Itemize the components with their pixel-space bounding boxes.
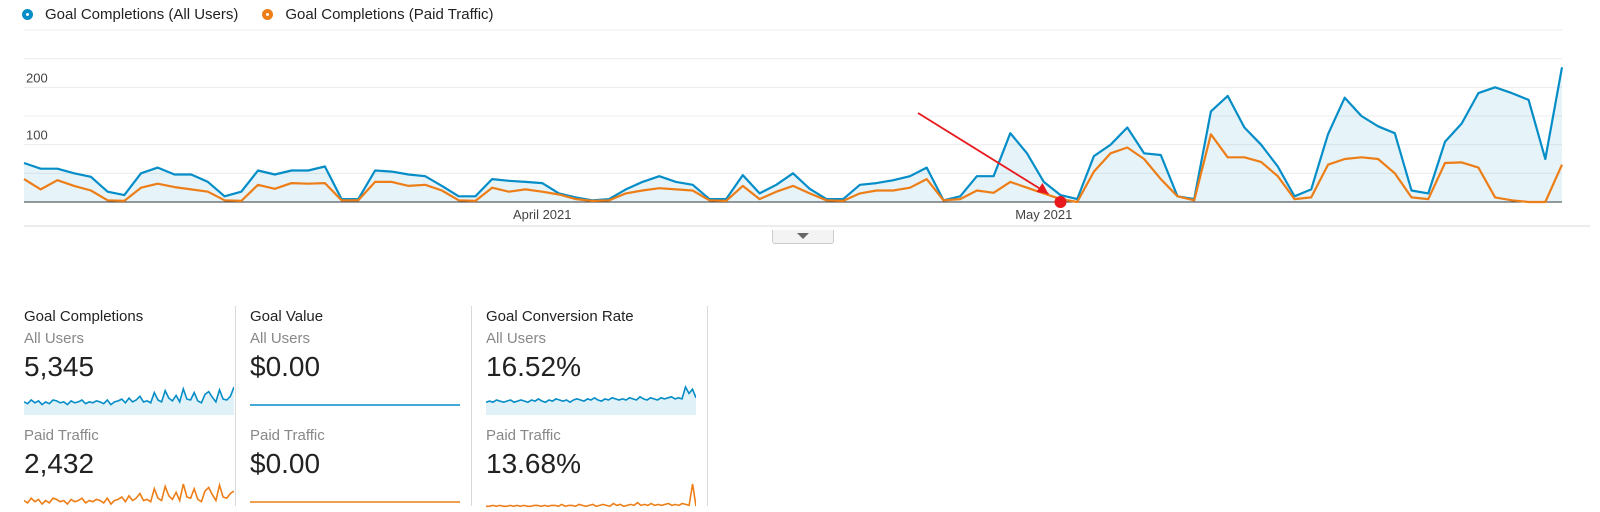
segment-value: 16.52% (486, 351, 581, 382)
sparkline (486, 385, 696, 415)
sparkline (24, 386, 234, 415)
sparkline-area (24, 387, 234, 415)
legend-dot-icon (262, 9, 274, 20)
sparkline (250, 501, 460, 503)
metric-summary: Goal Completions All Users 5,345 Paid Tr… (0, 306, 708, 508)
segment-value: 2,432 (24, 448, 95, 479)
sparkline (250, 404, 460, 406)
sparkline-line (24, 482, 234, 506)
annotation-arrow-line (917, 112, 1049, 195)
x-tick-label: April 2021 (513, 207, 572, 222)
sparkline-line (486, 385, 696, 404)
sparkline-line (486, 483, 696, 508)
legend-dot-icon (22, 9, 33, 20)
legend-label: Goal Completions (Paid Traffic) (285, 6, 494, 23)
segment-label: All Users (250, 330, 311, 347)
metric-goal-completions[interactable]: Goal Completions All Users 5,345 Paid Tr… (0, 306, 236, 506)
chart-collapse-toggle[interactable] (772, 230, 834, 244)
annotation-marker (1054, 196, 1067, 208)
annotation-arrow-head (1036, 183, 1049, 194)
metric-goal-value[interactable]: Goal Value All Users $0.00 Paid Traffic … (236, 306, 472, 506)
segment-value: $0.00 (250, 448, 321, 479)
segment-value: 13.68% (486, 448, 581, 479)
segment-label: Paid Traffic (250, 427, 325, 444)
y-tick-label: 200 (26, 70, 48, 85)
segment-label: Paid Traffic (486, 427, 561, 444)
legend-label: Goal Completions (All Users) (45, 6, 239, 23)
segment-label: All Users (24, 330, 85, 347)
legend-item-paid-traffic[interactable]: Goal Completions (Paid Traffic) (262, 6, 494, 23)
x-tick-label: May 2021 (1015, 207, 1072, 222)
metric-goal-conversion-rate[interactable]: Goal Conversion Rate All Users 16.52% Pa… (472, 306, 708, 508)
metric-title: Goal Conversion Rate (486, 308, 634, 325)
metric-title: Goal Completions (24, 308, 144, 325)
metric-title: Goal Value (250, 308, 324, 325)
sparkline (24, 482, 234, 506)
y-tick-label: 100 (26, 128, 48, 143)
segment-value: 5,345 (24, 351, 95, 382)
chart-legend: Goal Completions (All Users) Goal Comple… (22, 6, 494, 23)
sparkline-area (486, 387, 696, 415)
legend-item-all-users[interactable]: Goal Completions (All Users) (22, 6, 238, 23)
series-line-paid-traffic (23, 133, 1564, 204)
series-line-all-users (23, 67, 1564, 202)
sparkline (486, 483, 696, 508)
segment-label: Paid Traffic (24, 427, 99, 444)
segment-value: $0.00 (250, 351, 321, 382)
sparkline-line (24, 386, 234, 406)
segment-label: All Users (486, 330, 547, 347)
